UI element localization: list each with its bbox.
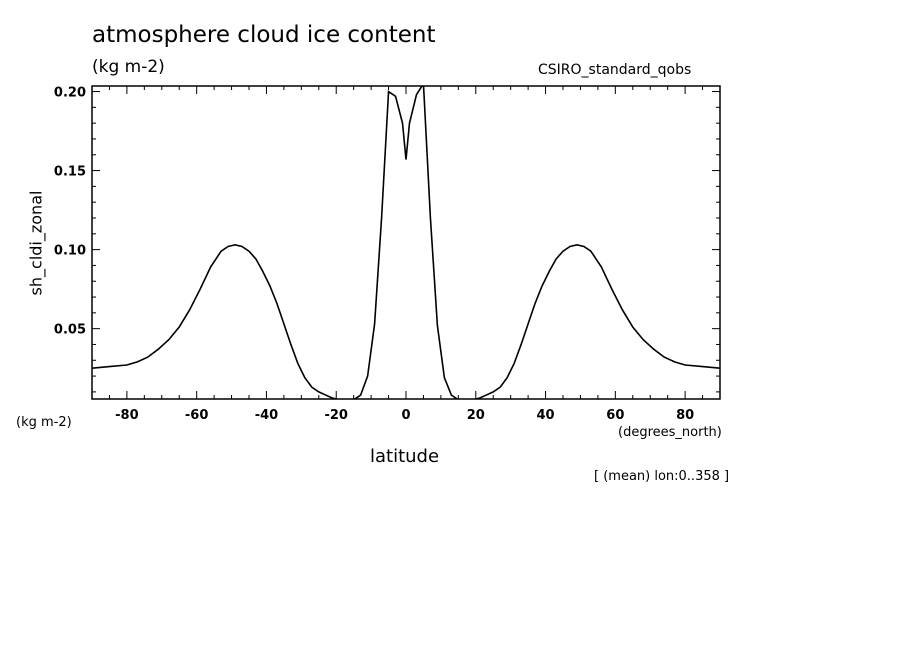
mean-note: [ (mean) lon:0..358 ] — [594, 469, 730, 484]
x-axis-units: (degrees_north) — [618, 425, 722, 440]
y-tick-label: 0.20 — [54, 86, 86, 101]
x-tick-label: -20 — [324, 408, 348, 423]
x-tick-label: -60 — [185, 408, 209, 423]
y-axis-units: (kg m-2) — [16, 415, 72, 430]
x-tick-label: 20 — [467, 408, 485, 423]
source-label: CSIRO_standard_qobs — [538, 62, 692, 78]
series-line — [92, 86, 720, 399]
y-tick-label: 0.05 — [54, 323, 86, 338]
x-tick-label: 40 — [537, 408, 555, 423]
x-tick-label: 0 — [401, 408, 410, 423]
x-tick-label: -40 — [255, 408, 279, 423]
x-tick-label: 60 — [606, 408, 624, 423]
chart-title: atmosphere cloud ice content — [92, 22, 436, 48]
tick-labels: -80 -60 -40 -20 0 20 40 60 80 0.05 0.10 0.15 0.20 — [54, 86, 694, 423]
chart-units: (kg m-2) — [92, 57, 165, 77]
tick-marks — [91, 86, 721, 399]
x-tick-label: 80 — [676, 408, 694, 423]
y-tick-label: 0.10 — [54, 244, 86, 259]
plot-frame — [91, 85, 721, 400]
x-axis-label: latitude — [370, 446, 440, 467]
x-tick-label: -80 — [115, 408, 139, 423]
y-tick-label: 0.15 — [54, 165, 86, 180]
